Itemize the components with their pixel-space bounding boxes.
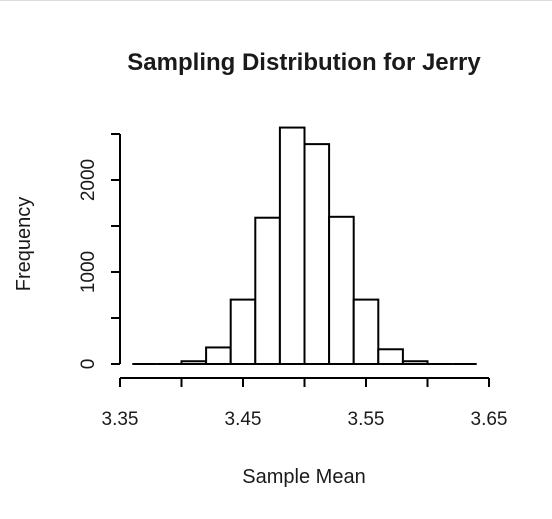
x-tick-label: 3.55: [348, 409, 385, 430]
histogram-bar: [401, 360, 429, 365]
x-axis: 3.35 3.45 3.55 3.65: [102, 377, 508, 430]
histogram-bar: [229, 298, 257, 366]
x-axis-label: Sample Mean: [242, 466, 365, 488]
x-tick-label: 3.45: [225, 409, 262, 430]
y-tick-label: 2000: [78, 159, 99, 201]
histogram-bar: [352, 298, 380, 366]
chart-title: Sampling Distribution for Jerry: [127, 49, 481, 76]
histogram-bars: [132, 126, 477, 366]
histogram-bar: [377, 348, 404, 365]
x-tick-label: 3.65: [471, 409, 508, 430]
histogram-bar: [328, 215, 355, 365]
histogram-bar: [278, 126, 306, 365]
x-tick-label: 3.35: [102, 409, 139, 430]
window-top-border: [0, 0, 552, 1]
y-axis: 0 1000 2000: [78, 133, 121, 370]
histogram-bar: [254, 216, 281, 365]
y-tick-label: 1000: [78, 251, 99, 293]
histogram-bar: [180, 360, 208, 365]
y-tick-label: 0: [78, 359, 99, 370]
histogram-bar: [205, 346, 232, 366]
y-axis-label: Frequency: [13, 197, 35, 292]
histogram-bar: [303, 143, 331, 365]
